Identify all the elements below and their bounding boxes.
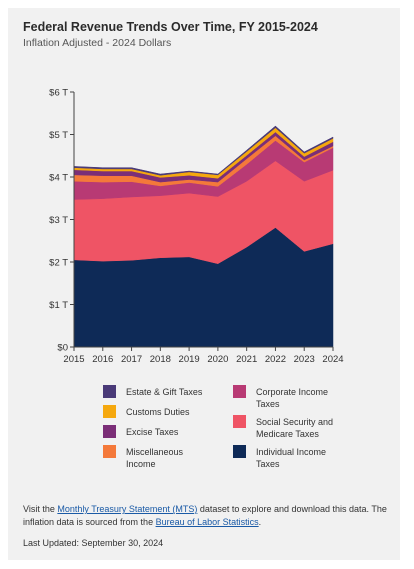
x-tick-label: 2020 (207, 354, 228, 365)
revenue-area-chart: $0 $1 T $2 T $3 T $4 T $5 T $6 T 2015 2016 2017 20… (49, 88, 343, 366)
legend-swatch (103, 385, 116, 398)
chart-legend: Estate & Gift Taxes Customs Duties Excis… (103, 385, 403, 486)
legend-swatch (233, 445, 246, 458)
area-series-group (73, 125, 334, 348)
x-tick-label: 2021 (236, 354, 257, 365)
x-tick-label: 2023 (294, 354, 315, 365)
y-tick-label: $6 T (49, 88, 68, 99)
legend-label: Corporate Income Taxes (256, 387, 329, 409)
legend-label: Miscellaneous Income (126, 447, 184, 469)
legend-item-estate-gift[interactable]: Estate & Gift Taxes (103, 385, 213, 398)
legend-label: Individual Income Taxes (256, 447, 327, 469)
axes-group: $0 $1 T $2 T $3 T $4 T $5 T $6 T 2015 2016 2017 20… (49, 88, 343, 366)
area-estate-gift-taxes[interactable] (73, 125, 334, 176)
legend-swatch (233, 385, 246, 398)
x-tick-label: 2015 (63, 354, 84, 365)
chart-card: Federal Revenue Trends Over Time, FY 201… (8, 8, 400, 560)
legend-item-corporate[interactable]: Corporate Income Taxes (233, 385, 343, 410)
y-tick-label: $1 T (49, 300, 68, 311)
mts-link[interactable]: Monthly Treasury Statement (MTS) (57, 504, 198, 514)
x-tick-label: 2016 (92, 354, 113, 365)
chart-title: Federal Revenue Trends Over Time, FY 201… (23, 20, 318, 34)
footer-note: Visit the Monthly Treasury Statement (MT… (23, 503, 393, 529)
legend-label: Estate & Gift Taxes (126, 387, 203, 397)
legend-item-excise[interactable]: Excise Taxes (103, 425, 213, 438)
y-tick-label: $2 T (49, 258, 68, 269)
footer-text: dataset to explore and download this dat… (23, 504, 387, 527)
legend-item-misc[interactable]: Miscellaneous Income (103, 445, 213, 470)
bls-link[interactable]: Bureau of Labor Statistics (155, 517, 259, 527)
legend-label: Customs Duties (126, 407, 190, 417)
legend-item-individual[interactable]: Individual Income Taxes (233, 445, 343, 470)
last-updated: Last Updated: September 30, 2024 (23, 538, 164, 548)
y-tick-label: $0 (57, 343, 68, 354)
legend-item-customs[interactable]: Customs Duties (103, 405, 213, 418)
legend-label: Excise Taxes (126, 427, 179, 437)
legend-swatch (103, 405, 116, 418)
y-tick-label: $5 T (49, 130, 68, 141)
x-tick-label: 2024 (322, 354, 343, 365)
legend-swatch (103, 425, 116, 438)
legend-label: Social Security and Medicare Taxes (256, 417, 334, 439)
x-tick-label: 2018 (150, 354, 171, 365)
footer-text: . (258, 517, 262, 527)
legend-swatch (103, 445, 116, 458)
x-tick-label: 2022 (265, 354, 286, 365)
x-tick-label: 2017 (121, 354, 142, 365)
x-tick-label: 2019 (179, 354, 200, 365)
footer-text: Visit the (23, 504, 58, 514)
y-tick-label: $3 T (49, 215, 68, 226)
legend-item-social-security[interactable]: Social Security and Medicare Taxes (233, 415, 343, 440)
y-tick-label: $4 T (49, 173, 68, 184)
chart-subtitle: Inflation Adjusted - 2024 Dollars (23, 37, 172, 49)
legend-swatch (233, 415, 246, 428)
